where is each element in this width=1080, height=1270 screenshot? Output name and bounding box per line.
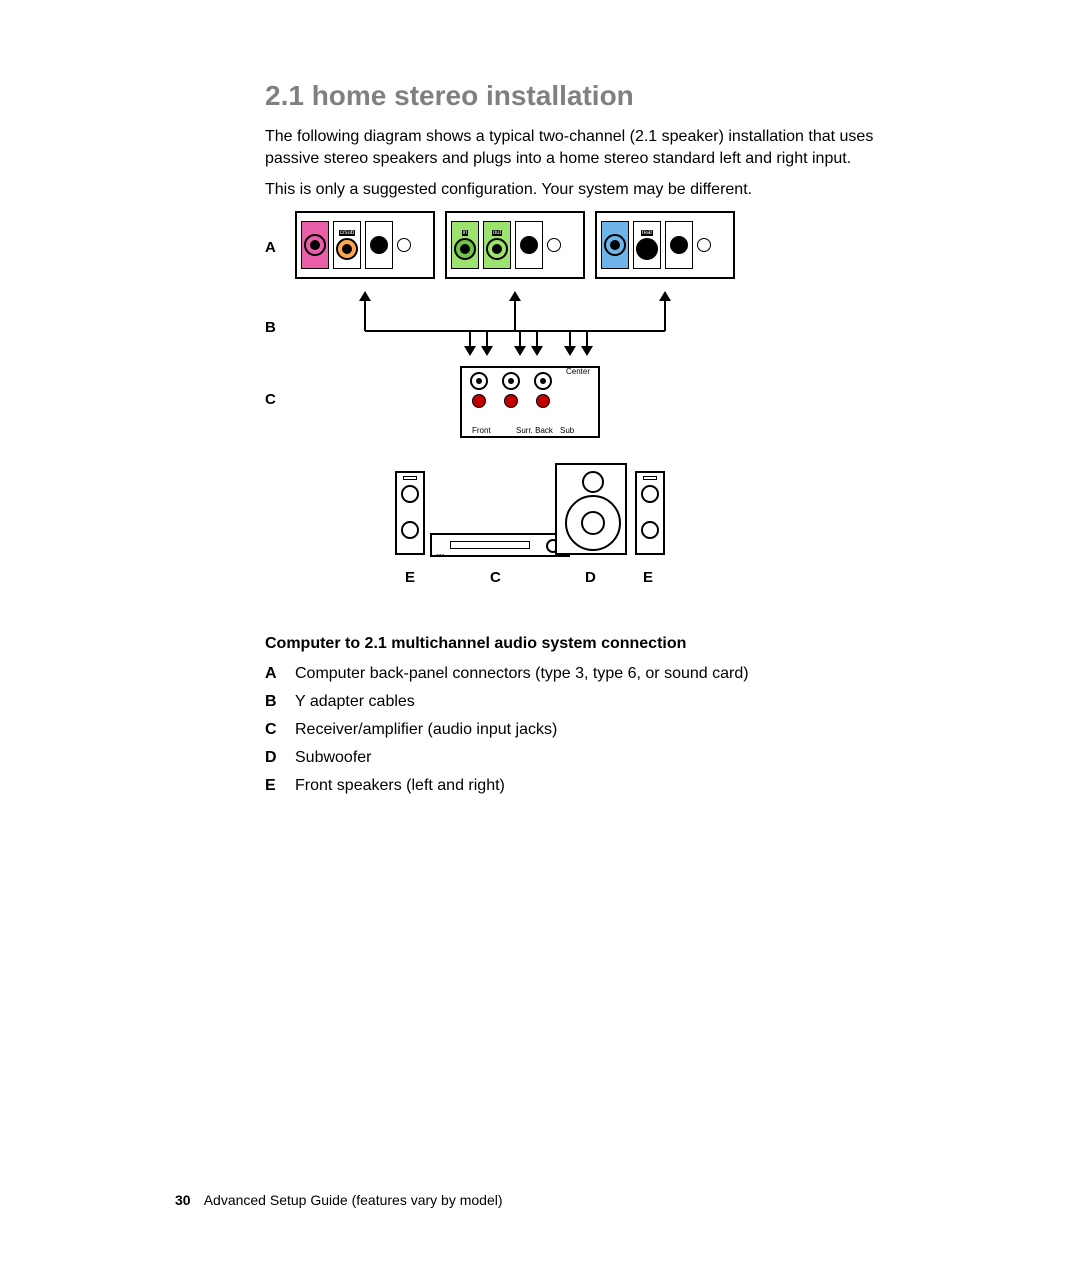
page-content: 2.1 home stereo installation The followi… [265, 80, 905, 805]
diagram-row-label-c: C [265, 391, 276, 408]
jack-label: rear [641, 230, 654, 236]
audio-jack-icon [601, 221, 629, 269]
audio-jack-icon [365, 221, 393, 269]
receiver-top-label: Center [566, 367, 590, 376]
legend-key: B [265, 693, 281, 711]
legend-row: C Receiver/amplifier (audio input jacks) [265, 721, 905, 739]
receiver-input-jacks: Center Front Surr. Back Sub [460, 366, 600, 438]
diagram-callout-letter: C [490, 569, 501, 586]
digital-jack-icon [547, 238, 561, 252]
receiver-col-label: Surr. Back [516, 426, 553, 435]
legend-value: Receiver/amplifier (audio input jacks) [295, 721, 557, 739]
legend-list: A Computer back-panel connectors (type 3,… [265, 665, 905, 795]
receiver-column [534, 372, 552, 422]
audio-jack-icon: out [483, 221, 511, 269]
legend-key: C [265, 721, 281, 739]
receiver-col-label: Sub [560, 426, 574, 435]
footer-text: Advanced Setup Guide (features vary by m… [204, 1192, 503, 1208]
receiver-column [470, 372, 488, 422]
diagram-callout-letter: D [585, 569, 596, 586]
digital-jack-icon [697, 238, 711, 252]
y-adapter-cables [265, 291, 735, 356]
jack-label: in [462, 230, 469, 236]
legend-value: Front speakers (left and right) [295, 777, 505, 795]
legend-key: A [265, 665, 281, 683]
jack-label: out [492, 230, 502, 236]
diagram-row-label-a: A [265, 239, 276, 256]
subwoofer [555, 463, 627, 555]
back-panel-connector-group: rear [595, 211, 735, 279]
front-speaker-right [635, 471, 665, 555]
page-number: 30 [175, 1192, 191, 1208]
legend-value: Computer back-panel connectors (type 3, … [295, 665, 749, 683]
legend-title: Computer to 2.1 multichannel audio syste… [265, 635, 905, 653]
paragraph-2: This is only a suggested configuration. … [265, 179, 905, 201]
legend-row: D Subwoofer [265, 749, 905, 767]
page-footer: 30 Advanced Setup Guide (features vary b… [175, 1192, 503, 1208]
audio-jack-icon: in [451, 221, 479, 269]
legend-key: D [265, 749, 281, 767]
digital-jack-icon [397, 238, 411, 252]
receiver-amplifier: ••• [430, 533, 570, 557]
paragraph-1: The following diagram shows a typical tw… [265, 126, 905, 169]
audio-jack-icon: c/sub [333, 221, 361, 269]
legend-row: B Y adapter cables [265, 693, 905, 711]
legend-value: Subwoofer [295, 749, 372, 767]
audio-jack-icon [301, 221, 329, 269]
receiver-column [502, 372, 520, 422]
audio-jack-icon [515, 221, 543, 269]
front-speaker-left [395, 471, 425, 555]
diagram-callout-letter: E [643, 569, 653, 586]
section-title: 2.1 home stereo installation [265, 80, 905, 112]
legend-row: E Front speakers (left and right) [265, 777, 905, 795]
audio-jack-icon: rear [633, 221, 661, 269]
diagram-callout-letter: E [405, 569, 415, 586]
connection-diagram: ABCc/subinoutrearCenterFrontSurr. BackSu… [265, 211, 725, 611]
back-panel-connector-group: c/sub [295, 211, 435, 279]
legend-row: A Computer back-panel connectors (type 3,… [265, 665, 905, 683]
legend-key: E [265, 777, 281, 795]
audio-jack-icon [665, 221, 693, 269]
back-panel-connector-group: in out [445, 211, 585, 279]
receiver-col-label: Front [472, 426, 491, 435]
jack-label: c/sub [339, 230, 355, 236]
legend-value: Y adapter cables [295, 693, 415, 711]
